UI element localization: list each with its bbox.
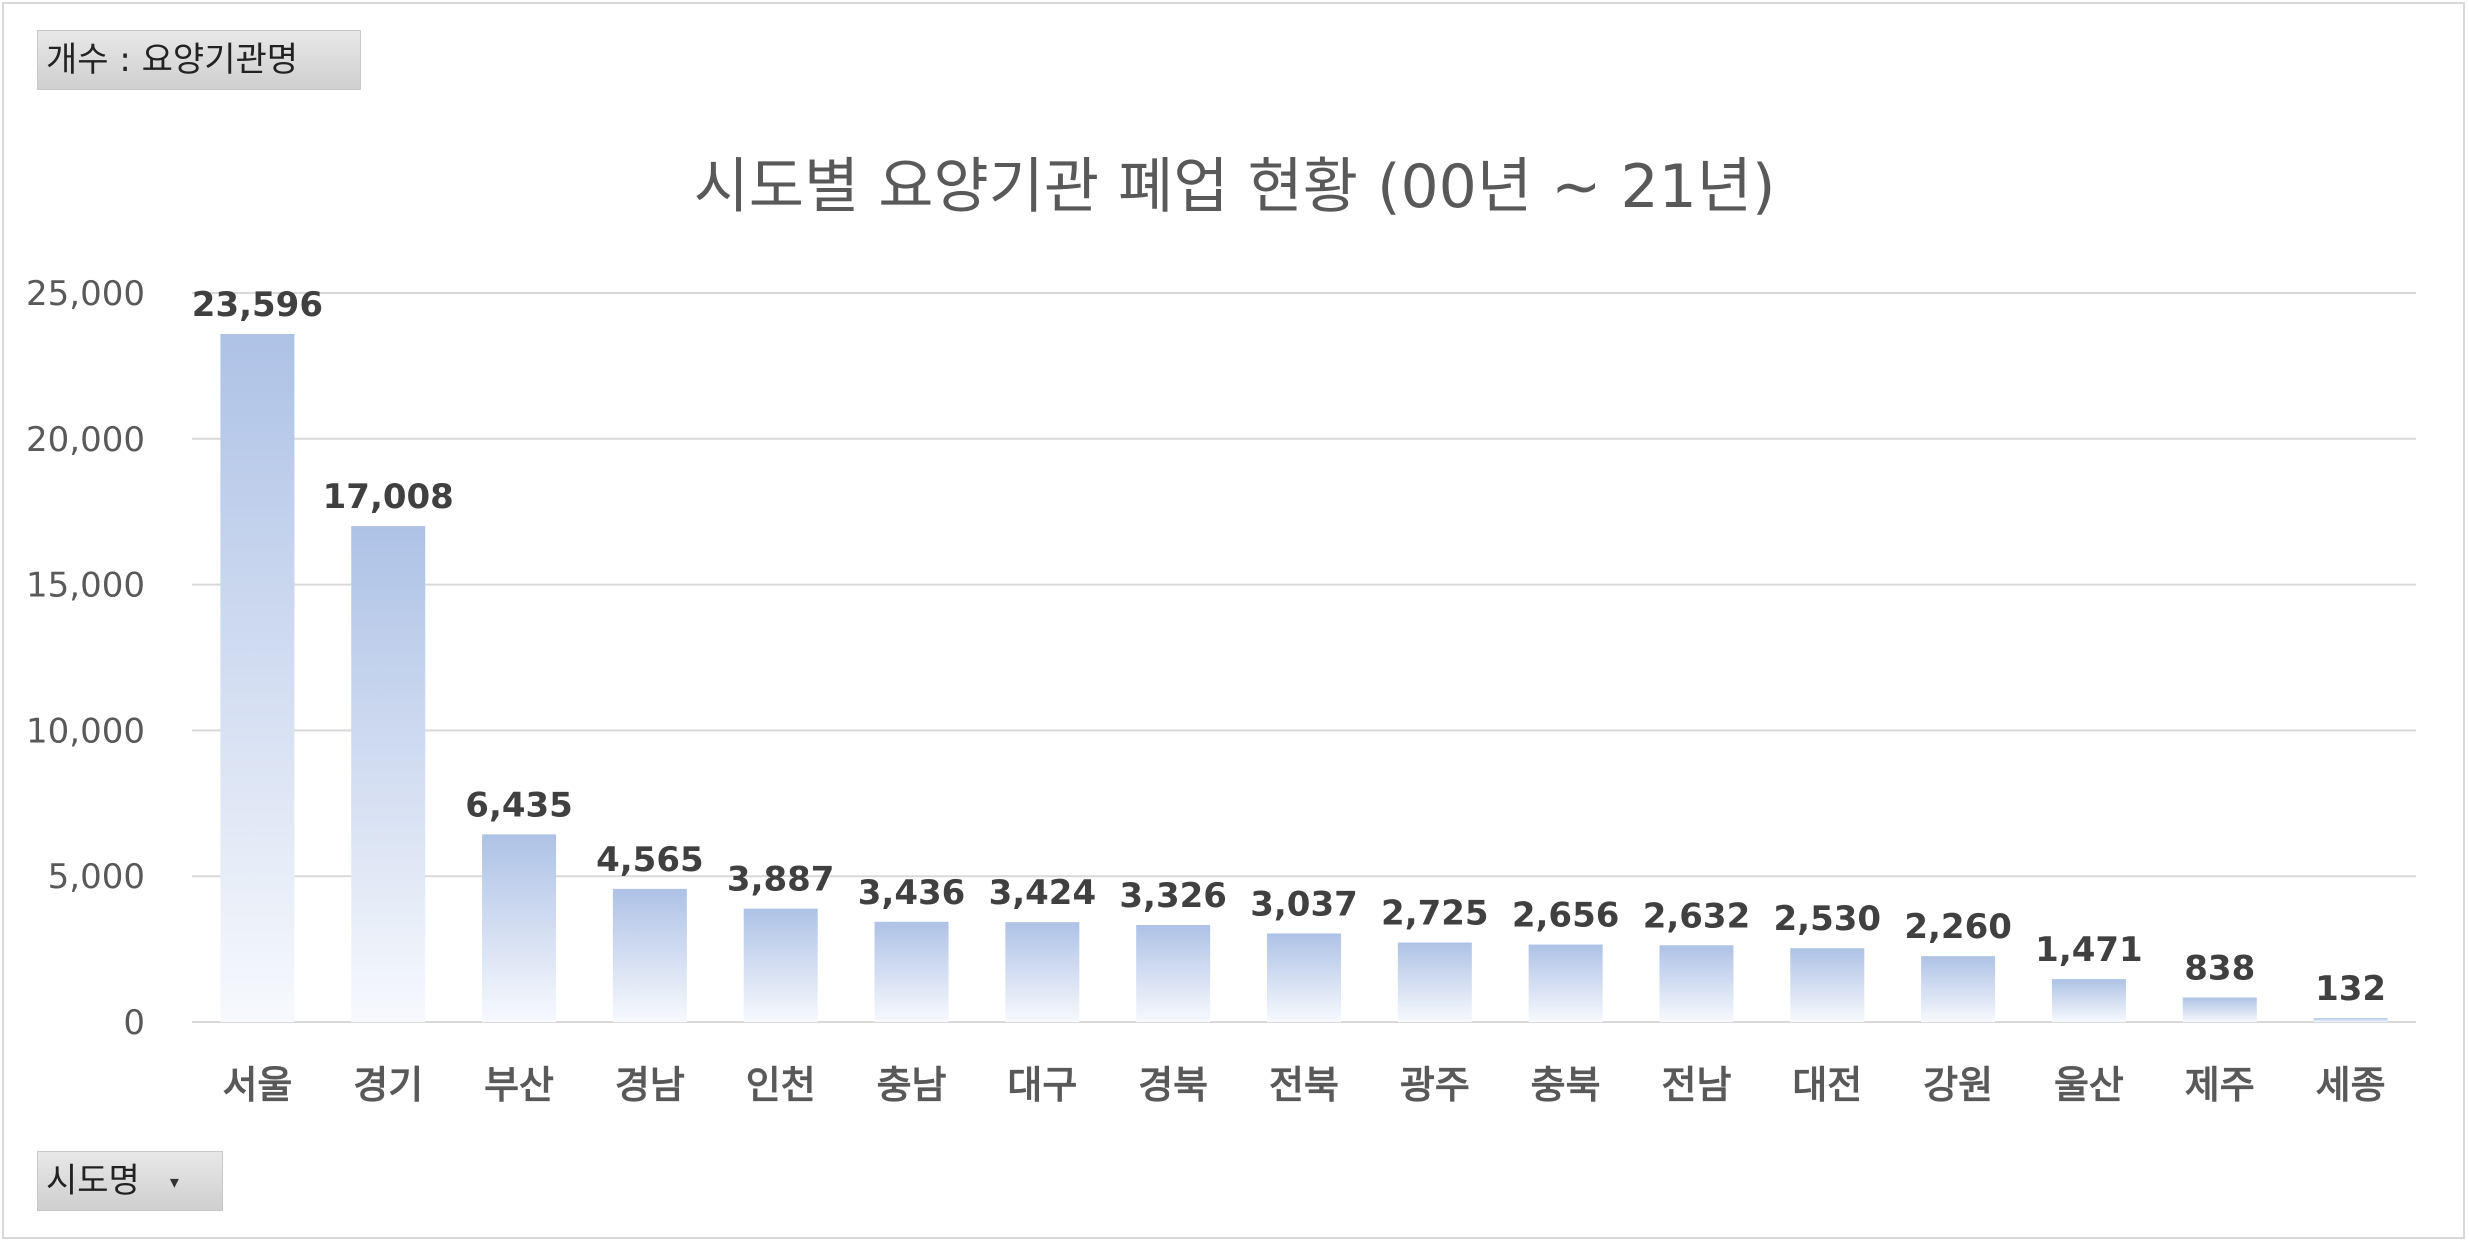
x-tick-label: 대구 — [1007, 1063, 1077, 1107]
data-label: 6,435 — [465, 785, 573, 825]
bar[interactable] — [1005, 922, 1080, 1022]
bar[interactable] — [482, 834, 557, 1022]
data-label: 17,008 — [323, 477, 454, 517]
x-tick-label: 충북 — [1531, 1063, 1601, 1107]
bar[interactable] — [2182, 997, 2257, 1022]
data-label: 2,725 — [1381, 894, 1489, 934]
x-tick-label: 경남 — [615, 1063, 685, 1107]
data-labels: 23,596 17,008 6,435 4,565 3,887 3,436 3,424 3,3… — [192, 285, 2386, 1009]
x-tick-label: 경기 — [353, 1063, 423, 1107]
bar[interactable] — [1528, 944, 1603, 1022]
data-label: 838 — [2184, 949, 2255, 989]
data-label: 3,326 — [1119, 876, 1227, 916]
x-tick-label: 세종 — [2316, 1063, 2386, 1107]
x-tick-label: 광주 — [1400, 1063, 1470, 1107]
data-label: 2,632 — [1643, 896, 1751, 936]
x-tick-label: 제주 — [2185, 1063, 2255, 1107]
bar[interactable] — [612, 888, 687, 1022]
bar[interactable] — [1136, 925, 1211, 1022]
y-tick-label: 20,000 — [26, 420, 145, 460]
x-tick-label: 충남 — [877, 1063, 947, 1107]
bar[interactable] — [1790, 948, 1865, 1022]
bar[interactable] — [220, 333, 295, 1022]
axis-field-button[interactable]: 시도명 ▾ — [37, 1151, 223, 1211]
bar[interactable] — [2313, 1018, 2388, 1022]
x-tick-label: 전북 — [1269, 1063, 1339, 1107]
x-tick-label: 서울 — [222, 1063, 292, 1107]
y-tick-label: 10,000 — [26, 711, 145, 751]
bar[interactable] — [351, 526, 426, 1022]
bar[interactable] — [743, 908, 818, 1022]
bar[interactable] — [1397, 942, 1472, 1022]
data-label: 23,596 — [192, 285, 323, 325]
x-tick-label: 경북 — [1138, 1063, 1208, 1107]
data-label: 3,887 — [727, 860, 835, 900]
data-label: 3,436 — [858, 873, 966, 913]
x-tick-label: 전남 — [1662, 1063, 1732, 1107]
bar[interactable] — [1267, 933, 1341, 1022]
value-field-button[interactable]: 개수 : 요양기관명 — [37, 30, 361, 90]
y-tick-label: 25,000 — [26, 274, 145, 314]
y-tick-label: 5,000 — [48, 857, 145, 897]
data-label: 4,565 — [596, 840, 704, 880]
x-tick-label: 울산 — [2054, 1063, 2124, 1107]
data-label: 2,530 — [1774, 899, 1882, 939]
data-label: 2,656 — [1512, 896, 1620, 936]
x-axis-ticks: 서울 경기 부산 경남 인천 충남 대구 경북 전북 광주 충북 전남 대전 강원 울산 제주 세종 — [222, 1063, 2385, 1107]
y-axis-ticks: 0 5,000 10,000 15,000 20,000 25,000 — [26, 274, 145, 1043]
y-tick-label: 0 — [123, 1003, 145, 1043]
dropdown-arrow-icon[interactable]: ▾ — [169, 1171, 179, 1193]
gridlines — [192, 292, 2416, 1023]
bar[interactable] — [874, 921, 949, 1022]
data-label: 3,037 — [1250, 884, 1358, 924]
chart-title: 시도별 요양기관 폐업 현황 (00년 ~ 21년) — [693, 152, 1776, 222]
data-label: 1,471 — [2035, 930, 2143, 970]
bar[interactable] — [1659, 945, 1734, 1022]
bars — [220, 333, 2388, 1022]
data-label: 2,260 — [1904, 907, 2012, 947]
y-tick-label: 15,000 — [26, 566, 145, 606]
x-tick-label: 부산 — [484, 1063, 554, 1107]
x-tick-label: 강원 — [1923, 1063, 1993, 1107]
bar[interactable] — [2051, 979, 2126, 1022]
bar[interactable] — [1921, 956, 1996, 1022]
data-label: 3,424 — [989, 873, 1097, 913]
data-label: 132 — [2315, 969, 2386, 1009]
axis-field-label: 시도명 — [46, 1161, 140, 1201]
x-tick-label: 인천 — [746, 1063, 816, 1107]
x-tick-label: 대전 — [1792, 1063, 1862, 1107]
